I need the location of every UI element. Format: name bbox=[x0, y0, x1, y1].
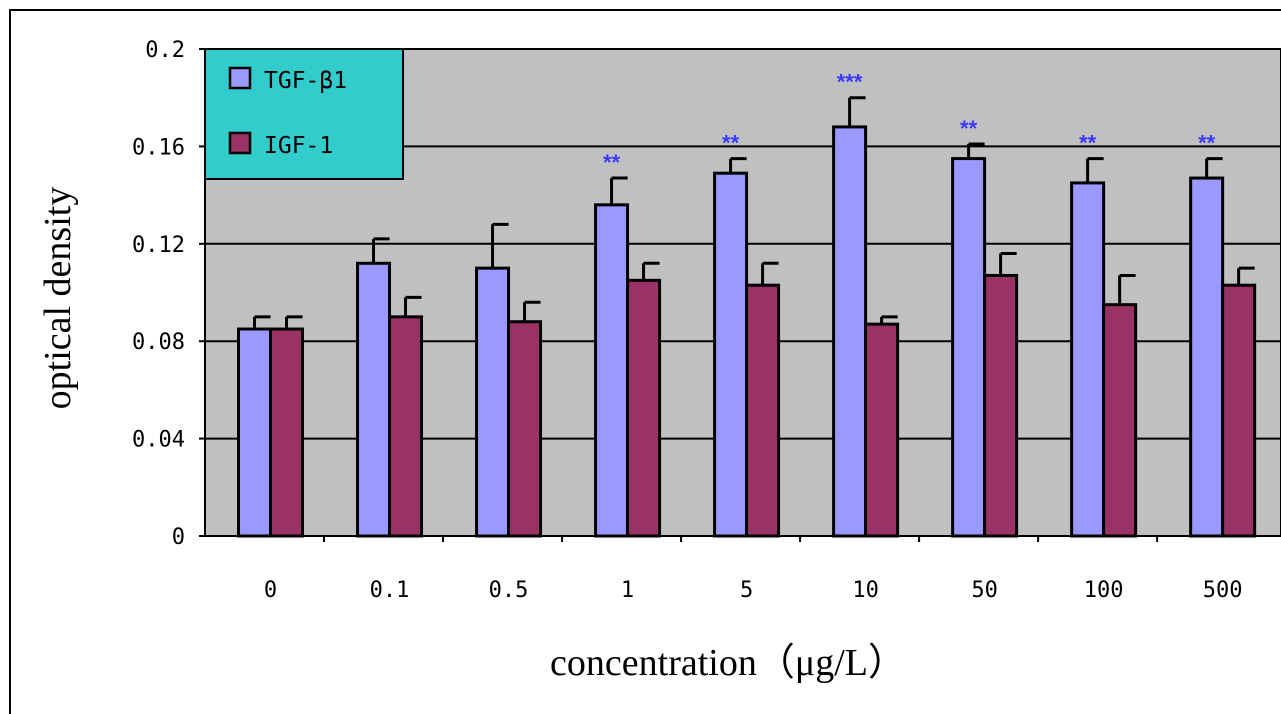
legend-swatch-igf1 bbox=[228, 131, 252, 155]
bar-tgf-beta1 bbox=[237, 327, 273, 538]
x-tick-label: 0 bbox=[264, 578, 277, 603]
x-axis-title: concentration（μg/L） bbox=[550, 642, 906, 684]
bar-igf1 bbox=[745, 283, 781, 538]
y-tick-label: 0.04 bbox=[132, 428, 185, 453]
bar-igf1 bbox=[1221, 283, 1257, 538]
y-axis-title: optical density bbox=[37, 187, 79, 410]
bar-igf1 bbox=[626, 278, 662, 538]
legend-label-igf1: IGF-1 bbox=[264, 133, 333, 159]
legend-swatch-tgf-beta1 bbox=[228, 66, 252, 90]
significance-marker: ** bbox=[1079, 131, 1097, 156]
bar-igf1 bbox=[1102, 303, 1138, 538]
y-tick-label: 0.16 bbox=[132, 135, 185, 160]
x-tick-label: 100 bbox=[1084, 578, 1124, 603]
x-axis: 0 0.1 0.5 1 5 10 50 100 500 bbox=[264, 536, 1243, 603]
bar-tgf-beta1 bbox=[475, 266, 511, 538]
significance-marker: *** bbox=[837, 70, 863, 95]
y-tick-label: 0.08 bbox=[132, 330, 185, 355]
significance-marker: ** bbox=[722, 131, 740, 156]
x-tick-label: 5 bbox=[740, 578, 753, 603]
bar-tgf-beta1 bbox=[1070, 181, 1106, 538]
bars: *********** ** bbox=[237, 70, 1257, 538]
significance-marker: ** bbox=[1198, 131, 1216, 156]
y-axis: 0 0.04 0.08 0.12 0.16 0.2 bbox=[132, 38, 205, 550]
x-tick-label: 0.5 bbox=[489, 578, 529, 603]
legend-label-tgf-beta1: TGF-β1 bbox=[264, 68, 347, 94]
bar-tgf-beta1 bbox=[713, 171, 749, 538]
bar-igf1 bbox=[864, 322, 900, 538]
bar-tgf-beta1 bbox=[951, 157, 987, 538]
significance-marker: ** bbox=[960, 116, 978, 141]
bar-tgf-beta1 bbox=[594, 203, 630, 538]
x-tick-label: 1 bbox=[621, 578, 634, 603]
significance-marker: ** bbox=[603, 150, 621, 175]
bar-igf1 bbox=[983, 273, 1019, 538]
x-tick-label: 500 bbox=[1203, 578, 1243, 603]
bar-tgf-beta1 bbox=[356, 261, 392, 538]
legend: TGF-β1 IGF-1 bbox=[204, 48, 404, 180]
y-tick-label: 0 bbox=[172, 525, 185, 550]
x-tick-label: 10 bbox=[852, 578, 879, 603]
bar-igf1 bbox=[507, 320, 543, 538]
bar-igf1 bbox=[388, 315, 424, 538]
y-tick-label: 0.12 bbox=[132, 233, 185, 258]
bar-tgf-beta1 bbox=[1189, 176, 1225, 538]
x-tick-label: 50 bbox=[971, 578, 998, 603]
bar-igf1 bbox=[269, 327, 305, 538]
y-tick-label: 0.2 bbox=[145, 38, 185, 63]
bar-tgf-beta1 bbox=[832, 125, 868, 538]
x-tick-label: 0.1 bbox=[370, 578, 410, 603]
